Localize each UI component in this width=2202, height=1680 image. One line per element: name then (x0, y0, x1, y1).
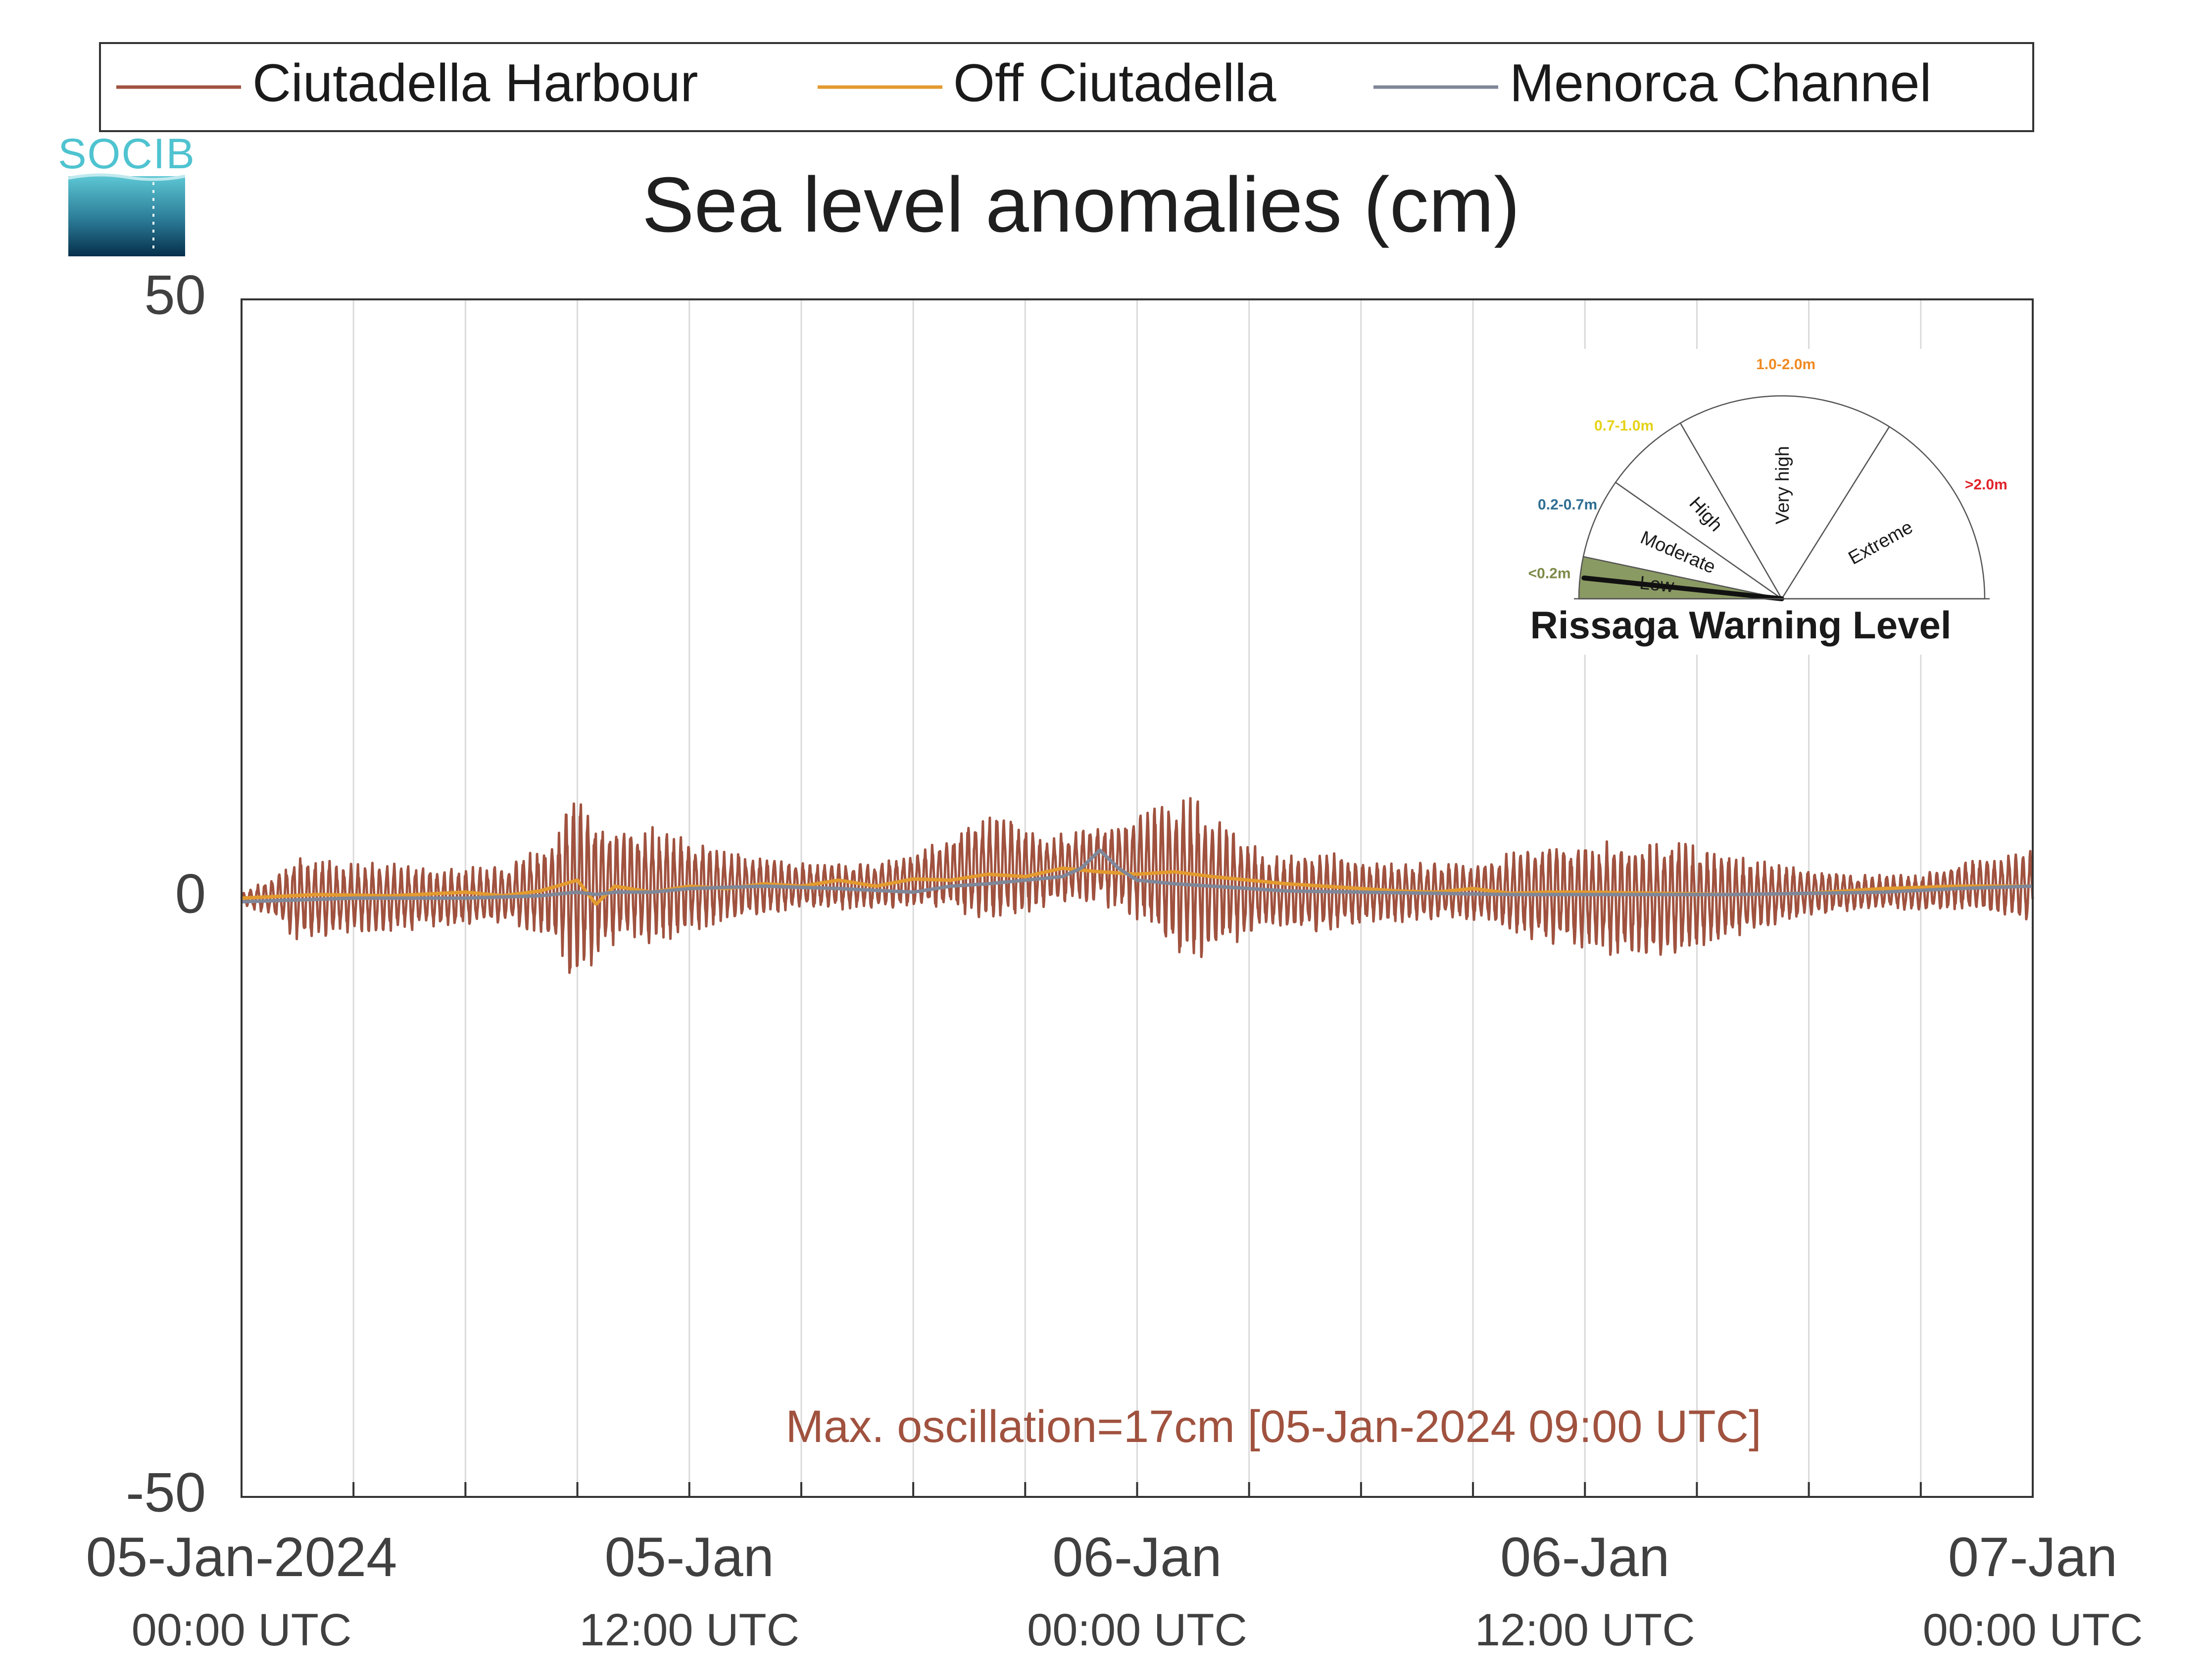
x-tick-label-date: 05-Jan-2024 (86, 1526, 397, 1588)
gauge-segments: Low<0.2mModerate0.2-0.7mHigh0.7-1.0mVery… (1528, 356, 2007, 601)
x-tick-label-time: 12:00 UTC (1475, 1605, 1695, 1655)
x-tick-label-time: 00:00 UTC (1027, 1605, 1247, 1655)
gauge-range-low: <0.2m (1528, 566, 1571, 582)
series-line-ciutadella-harbour (240, 797, 2034, 974)
chart-title: Sea level anomalies (cm) (642, 161, 1520, 248)
gauge-segment-high (1615, 422, 1783, 600)
y-tick-label: -50 (126, 1462, 206, 1524)
gauge-label-very-high: Very high (1772, 446, 1793, 524)
gauge-range-high: 0.7-1.0m (1594, 418, 1654, 434)
x-tick-label-time: 00:00 UTC (1923, 1605, 2143, 1655)
y-tick-label: 0 (175, 863, 206, 925)
series-line-off-ciutadella (241, 866, 2033, 906)
gauge-segment-very-high (1679, 395, 1891, 600)
max-oscillation-annotation: Max. oscillation=17cm [05-Jan-2024 09:00… (785, 1401, 1761, 1452)
series-line-menorca-channel (241, 848, 2033, 904)
plot-area (240, 298, 2034, 1498)
x-tick-label-time: 00:00 UTC (132, 1605, 352, 1655)
logo-wave-block (68, 176, 185, 256)
series-layer (240, 797, 2034, 974)
legend-label-off-ciutadella: Off Ciutadella (953, 53, 1276, 113)
legend-frame (99, 42, 2034, 132)
x-axis-tick-labels: 05-Jan-2024 00:00 UTC 05-Jan 12:00 UTC 06-Ja… (86, 1526, 2143, 1655)
gauge-title: Rissaga Warning Level (1530, 603, 1951, 647)
gauge-range-extreme: >2.0m (1965, 477, 2007, 493)
gauge-needle (1581, 576, 1784, 601)
x-tick-label-date: 05-Jan (605, 1526, 774, 1588)
gauge-range-moderate: 0.2-0.7m (1538, 497, 1597, 513)
logo-wave-crest (68, 173, 186, 181)
gauge-segment-moderate (1582, 481, 1782, 600)
logo-text: SOCIB (58, 130, 196, 178)
x-tick-label-date: 06-Jan (1052, 1526, 1222, 1588)
x-tick-label-date: 07-Jan (1948, 1526, 2117, 1588)
y-tick-label: 50 (144, 264, 206, 326)
x-tick-label-date: 06-Jan (1500, 1526, 1669, 1588)
gauge-segment-extreme (1780, 426, 1986, 600)
rissaga-gauge: Low<0.2mModerate0.2-0.7mHigh0.7-1.0mVery… (1492, 349, 2023, 655)
legend-label-ciutadella-harbour: Ciutadella Harbour (252, 53, 698, 113)
y-axis-tick-labels: 50 0 -50 (126, 264, 206, 1524)
gauge-range-very-high: 1.0-2.0m (1756, 356, 1815, 373)
legend: Ciutadella Harbour Off Ciutadella Menorc… (99, 42, 2034, 132)
socib-logo: SOCIB (58, 130, 196, 256)
x-tick-marks (352, 1482, 1922, 1497)
x-tick-label-time: 12:00 UTC (579, 1605, 799, 1655)
legend-label-menorca-channel: Menorca Channel (1510, 53, 1932, 113)
